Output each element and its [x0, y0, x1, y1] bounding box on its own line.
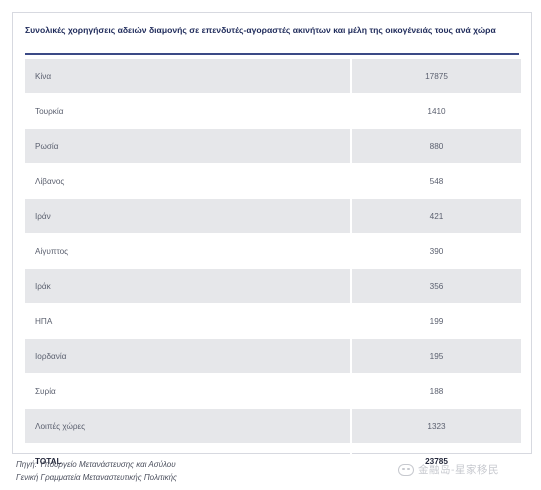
table-row: ΗΠΑ 199	[25, 304, 521, 339]
table-row: Ρωσία 880	[25, 129, 521, 164]
table-row: Ιορδανία 195	[25, 339, 521, 374]
table-card: Συνολικές χορηγήσεις αδειών διαμονής σε …	[12, 12, 532, 479]
watermark: 金融岛-星家移民	[398, 462, 499, 477]
country-cell: Κίνα	[25, 59, 350, 94]
value-cell: 880	[350, 129, 521, 164]
value-cell: 199	[350, 304, 521, 339]
table-row: Λίβανος 548	[25, 164, 521, 199]
source-note: Πηγή: Υπουργείο Μετανάστευσης και Ασύλου…	[16, 458, 177, 484]
country-cell: Τουρκία	[25, 94, 350, 129]
table-title: Συνολικές χορηγήσεις αδειών διαμονής σε …	[25, 25, 496, 35]
data-table: Κίνα 17875 Τουρκία 1410 Ρωσία 880 Λίβανος 548 Ιρ…	[25, 59, 521, 479]
country-cell: Συρία	[25, 374, 350, 409]
country-cell: Ιράκ	[25, 269, 350, 304]
table-row: Ιράκ 356	[25, 269, 521, 304]
value-cell: 188	[350, 374, 521, 409]
source-line-1: Πηγή: Υπουργείο Μετανάστευσης και Ασύλου	[16, 460, 176, 469]
value-cell: 548	[350, 164, 521, 199]
table-row: Συρία 188	[25, 374, 521, 409]
watermark-text: 金融岛-星家移民	[418, 464, 499, 476]
value-cell: 356	[350, 269, 521, 304]
table-row: Ιράν 421	[25, 199, 521, 234]
value-cell: 421	[350, 199, 521, 234]
value-cell: 1323	[350, 409, 521, 444]
table-row: Αίγυπτος 390	[25, 234, 521, 269]
country-cell: Λοιπές χώρες	[25, 409, 350, 444]
chat-bubble-icon	[398, 463, 414, 476]
total-label: TOTAL	[25, 444, 350, 479]
country-cell: Ιορδανία	[25, 339, 350, 374]
value-cell: 195	[350, 339, 521, 374]
value-cell: 1410	[350, 94, 521, 129]
value-cell: 17875	[350, 59, 521, 94]
country-cell: ΗΠΑ	[25, 304, 350, 339]
total-value: 23785	[350, 444, 521, 479]
country-cell: Ιράν	[25, 199, 350, 234]
total-row: TOTAL 23785	[25, 444, 521, 479]
country-cell: Ρωσία	[25, 129, 350, 164]
table-row: Τουρκία 1410	[25, 94, 521, 129]
table-row: Λοιπές χώρες 1323	[25, 409, 521, 444]
country-cell: Αίγυπτος	[25, 234, 350, 269]
value-cell: 390	[350, 234, 521, 269]
country-cell: Λίβανος	[25, 164, 350, 199]
title-divider	[25, 53, 519, 55]
source-line-2: Γενική Γραμματεία Μεταναστευτικής Πολιτι…	[16, 473, 177, 482]
table-body: Κίνα 17875 Τουρκία 1410 Ρωσία 880 Λίβανος 548 Ιρ…	[25, 59, 521, 479]
table-row: Κίνα 17875	[25, 59, 521, 94]
